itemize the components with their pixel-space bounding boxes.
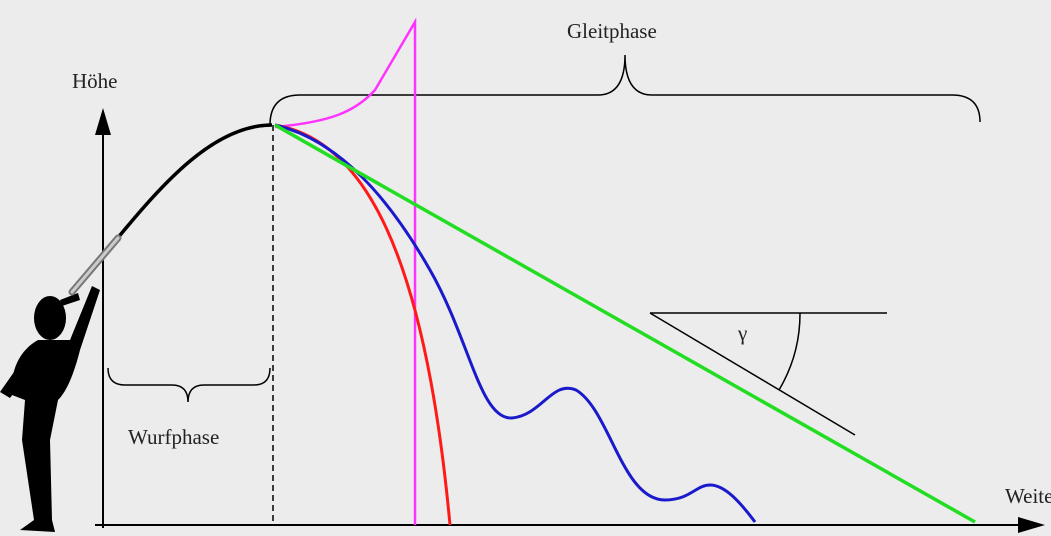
javelin-highlight bbox=[70, 236, 120, 294]
y-axis-arrow bbox=[95, 108, 111, 135]
glide-brace bbox=[269, 54, 981, 126]
y-axis-label: Höhe bbox=[72, 69, 118, 93]
thrower bbox=[0, 286, 100, 532]
angle-label: γ bbox=[737, 321, 747, 345]
x-axis-label: Weite bbox=[1005, 484, 1051, 508]
throw-brace bbox=[107, 367, 271, 403]
angle-arc bbox=[778, 312, 801, 391]
blue-trajectory bbox=[274, 123, 757, 523]
x-axis-arrow bbox=[1018, 517, 1045, 533]
magenta-trajectory bbox=[274, 17, 417, 525]
throw-phase-label: Wurfphase bbox=[128, 425, 219, 449]
angle-slope bbox=[649, 312, 856, 436]
throw-curve bbox=[110, 123, 273, 247]
green-trajectory bbox=[274, 123, 976, 524]
glide-phase-label: Gleitphase bbox=[567, 19, 657, 43]
